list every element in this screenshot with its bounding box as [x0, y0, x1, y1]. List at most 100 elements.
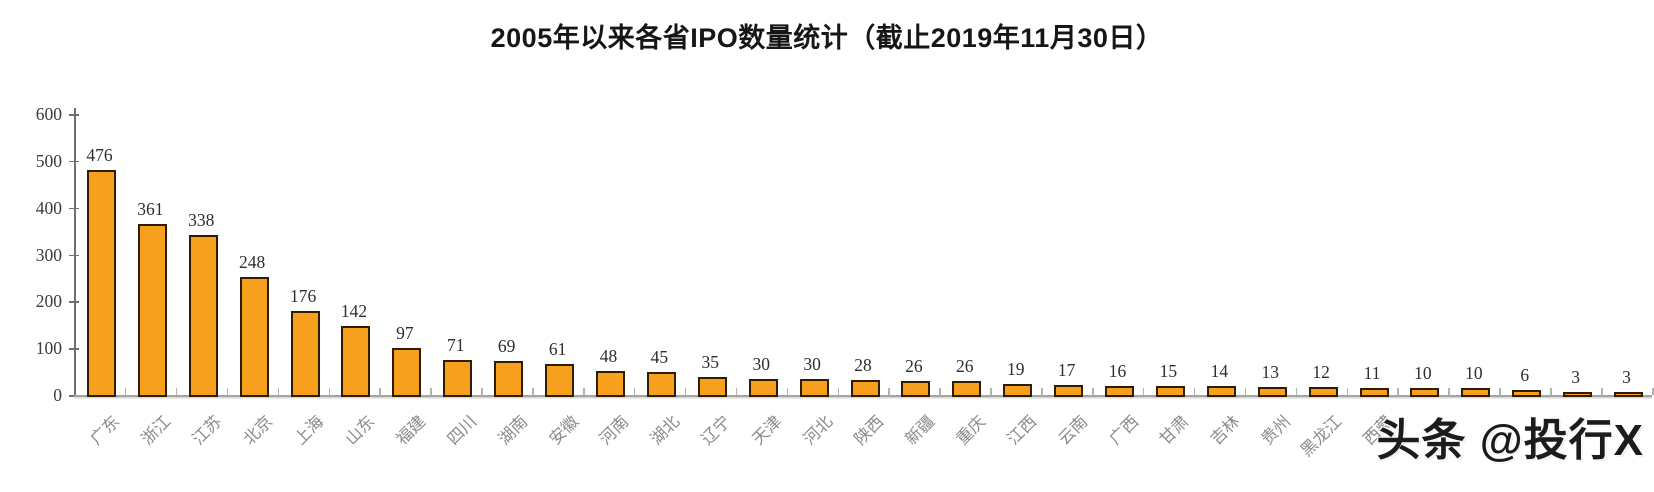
- bar-value-label: 10: [1414, 363, 1432, 384]
- bar: [697, 376, 727, 397]
- bar-value-label: 11: [1363, 362, 1381, 383]
- y-axis-line: [74, 108, 76, 395]
- bar: [1257, 386, 1287, 397]
- bar-value-label: 26: [956, 355, 974, 376]
- x-axis-tick: [1295, 388, 1298, 395]
- bar: [1614, 391, 1644, 397]
- x-axis-tick: [1193, 388, 1196, 395]
- bar: [86, 170, 116, 397]
- bar-value-label: 10: [1465, 363, 1483, 384]
- bar: [341, 326, 371, 397]
- bar: [1155, 385, 1185, 397]
- x-axis-tick: [124, 388, 127, 395]
- bar-value-label: 176: [289, 285, 317, 306]
- bar-value-label: 97: [396, 322, 414, 343]
- x-axis-tick: [1601, 388, 1603, 395]
- bar-value-label: 26: [905, 355, 923, 376]
- y-axis-tick: [69, 348, 79, 350]
- bar-value-label: 476: [86, 145, 113, 166]
- bar: [1206, 386, 1236, 397]
- bar: [188, 234, 218, 397]
- x-axis-tick: [1499, 388, 1501, 395]
- bar-value-label: 142: [340, 301, 368, 322]
- y-axis-tick: [69, 114, 79, 116]
- x-axis-tick: [175, 388, 178, 395]
- bar-value-label: 48: [599, 345, 618, 366]
- bar: [443, 359, 473, 397]
- y-axis-tick: [69, 301, 79, 303]
- x-axis-tick: [1142, 388, 1145, 395]
- bar: [1054, 385, 1084, 397]
- x-axis-tick: [1346, 388, 1349, 395]
- bar: [137, 223, 167, 397]
- y-axis-tick-label: 500: [35, 150, 62, 171]
- bar: [901, 380, 931, 397]
- bar: [239, 276, 269, 397]
- chart-title: 2005年以来各省IPO数量统计（截止2019年11月30日）: [490, 23, 1164, 53]
- x-axis-tick: [735, 388, 738, 395]
- x-axis-tick: [1397, 388, 1399, 395]
- bar: [1308, 387, 1338, 397]
- x-axis-tick: [1448, 388, 1450, 395]
- x-axis-tick: [786, 388, 789, 395]
- y-axis-tick: [69, 254, 79, 257]
- bar-value-label: 338: [188, 209, 215, 230]
- bar-value-label: 15: [1159, 360, 1178, 381]
- bar-value-label: 19: [1006, 359, 1025, 380]
- bar-value-label: 30: [803, 353, 821, 374]
- x-axis-tick: [430, 388, 432, 395]
- bar-value-label: 61: [548, 339, 567, 360]
- x-axis-tick: [939, 388, 941, 395]
- bar: [952, 380, 982, 397]
- bar-value-label: 28: [854, 354, 872, 375]
- x-axis-tick: [888, 388, 890, 395]
- y-axis-tick-label: 300: [35, 244, 62, 265]
- bar: [545, 364, 575, 397]
- bar-value-label: 45: [650, 346, 669, 367]
- bar: [646, 371, 676, 397]
- y-axis-tick-label: 600: [35, 104, 62, 124]
- x-axis-tick: [1092, 388, 1094, 395]
- x-axis-tick: [1652, 388, 1654, 395]
- bar: [1105, 385, 1135, 397]
- x-axis-tick: [277, 388, 280, 395]
- y-axis-tick-label: 200: [35, 291, 62, 312]
- x-axis-tick: [990, 388, 992, 395]
- x-axis-tick: [837, 388, 840, 395]
- bar-value-label: 12: [1312, 362, 1330, 383]
- bar-value-label: 30: [752, 353, 770, 374]
- bar: [1410, 388, 1440, 397]
- bar-value-label: 361: [137, 198, 164, 219]
- bar: [290, 310, 320, 397]
- x-axis-tick: [684, 388, 687, 395]
- bar: [799, 378, 829, 397]
- x-axis-tick: [379, 388, 381, 395]
- bar-value-label: 6: [1520, 365, 1530, 386]
- y-axis-tick: [69, 160, 79, 163]
- bar: [1003, 384, 1033, 397]
- x-axis-tick: [532, 388, 534, 395]
- x-axis-tick: [1244, 388, 1247, 395]
- x-axis-tick: [328, 388, 331, 395]
- bar-value-label: 3: [1571, 366, 1581, 387]
- x-axis-tick: [583, 388, 585, 395]
- bar-value-label: 13: [1261, 361, 1279, 382]
- bar: [1461, 388, 1491, 397]
- bar: [1359, 387, 1389, 397]
- bar-value-label: 248: [239, 251, 266, 272]
- bar-value-label: 14: [1210, 361, 1229, 382]
- y-axis-tick-label: 0: [53, 385, 62, 405]
- bar: [494, 360, 524, 397]
- bar-value-label: 3: [1622, 366, 1631, 387]
- y-axis-tick-label: 400: [35, 197, 62, 218]
- x-axis-tick: [633, 388, 636, 395]
- bar: [1563, 391, 1593, 397]
- bar-value-label: 71: [447, 334, 465, 355]
- x-axis-tick: [1550, 388, 1552, 395]
- watermark-toutiao: 头条 @投行X: [1376, 416, 1644, 465]
- x-axis-tick: [226, 388, 229, 395]
- bar-value-label: 16: [1108, 360, 1127, 381]
- bar: [392, 347, 422, 397]
- bar-value-label: 35: [701, 351, 720, 372]
